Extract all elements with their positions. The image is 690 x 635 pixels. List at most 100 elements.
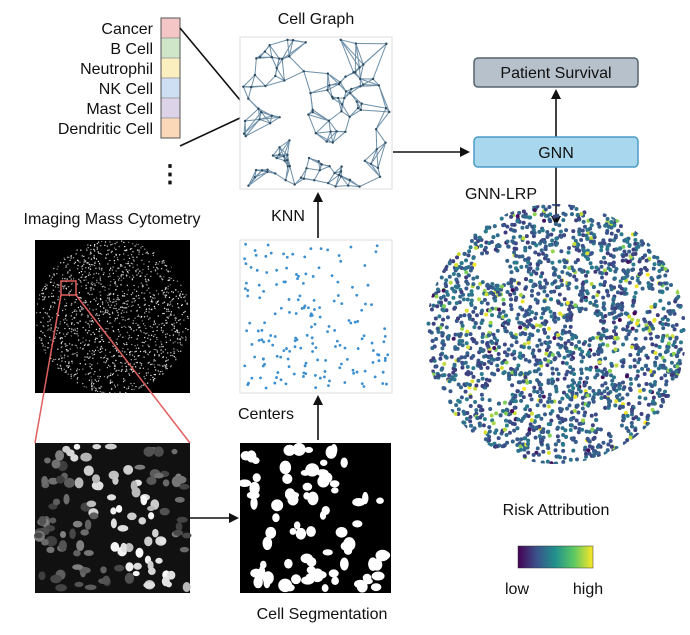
risk-cell [543, 240, 547, 244]
center-point [248, 322, 251, 325]
imc-cell [146, 290, 147, 291]
imc-cell [66, 288, 67, 289]
risk-cell [621, 415, 625, 419]
imc-cell [79, 261, 80, 262]
imc-cell [152, 253, 153, 254]
segmented-cell [331, 487, 339, 493]
nucleus [73, 550, 80, 556]
risk-cell [517, 321, 521, 325]
imc-cell [92, 309, 93, 310]
risk-cell [619, 291, 623, 295]
risk-cell [636, 369, 640, 373]
imc-cell [68, 365, 69, 366]
center-point [383, 327, 386, 330]
imc-cell [132, 298, 133, 299]
graph-node [289, 165, 291, 167]
risk-cell [532, 459, 536, 463]
risk-cell [546, 378, 550, 382]
imc-cell [72, 283, 73, 284]
imc-cell [75, 253, 76, 254]
imc-cell [94, 250, 95, 251]
graph-node [385, 43, 387, 45]
imc-cell [148, 279, 149, 280]
imc-cell [154, 297, 155, 298]
risk-cell [488, 407, 492, 411]
risk-cell [448, 275, 452, 279]
risk-cell [504, 419, 508, 423]
risk-cell [516, 313, 520, 317]
imc-cell [107, 321, 108, 322]
risk-cell [573, 409, 577, 413]
center-point [326, 330, 329, 333]
cell-graph-title: Cell Graph [278, 11, 354, 28]
risk-cell [430, 308, 434, 312]
imc-cell [161, 268, 162, 269]
imc-cell [53, 306, 54, 307]
nucleus [144, 447, 155, 457]
imc-cell [145, 304, 146, 305]
risk-cell [512, 350, 516, 354]
risk-cell [649, 305, 653, 309]
risk-cell [434, 317, 438, 321]
imc-cell [53, 285, 54, 286]
imc-cell [121, 316, 122, 317]
risk-cell [656, 391, 660, 395]
imc-cell [148, 346, 149, 347]
imc-cell [91, 383, 92, 384]
imc-cell [83, 259, 84, 260]
risk-cell [466, 345, 470, 349]
segmented-cell [320, 460, 327, 466]
imc-cell [74, 328, 75, 329]
center-point [262, 290, 265, 293]
imc-cell [84, 359, 85, 360]
risk-cell [570, 342, 574, 346]
imc-cell [50, 305, 51, 306]
imc-cell [163, 293, 164, 294]
imc-cell [79, 309, 80, 310]
imc-cell [89, 350, 90, 351]
risk-cell [577, 387, 581, 391]
risk-cell [527, 268, 531, 272]
imc-cell [71, 376, 72, 377]
imc-cell [113, 373, 114, 374]
risk-cell [528, 332, 532, 336]
imc-cell [104, 357, 105, 358]
risk-cell [501, 298, 505, 302]
risk-cell [526, 442, 530, 446]
risk-cell [480, 321, 484, 325]
imc-cell [91, 318, 92, 319]
center-point [280, 307, 283, 310]
risk-cell [497, 352, 501, 356]
risk-cell [634, 329, 638, 333]
graph-node [283, 160, 285, 162]
risk-cell [667, 301, 671, 305]
imc-cell [154, 378, 155, 379]
imc-cell [114, 320, 115, 321]
risk-cell [480, 251, 484, 255]
risk-cell [532, 389, 536, 393]
imc-cell [121, 280, 122, 281]
risk-cell [552, 273, 556, 277]
risk-cell [470, 337, 474, 341]
risk-cell [494, 428, 498, 432]
risk-cell [496, 233, 500, 237]
nucleus [50, 575, 62, 584]
risk-cell [537, 252, 541, 256]
risk-cell [442, 387, 446, 391]
imc-cell [107, 367, 108, 368]
imc-cell [152, 297, 153, 298]
imc-cell [132, 243, 133, 244]
nucleus [117, 525, 128, 532]
risk-cell [605, 386, 609, 390]
risk-cell [674, 374, 678, 378]
risk-cell [439, 353, 443, 357]
imc-cell [95, 337, 96, 338]
imc-cell [153, 324, 154, 325]
risk-cell [493, 336, 497, 340]
risk-cell [548, 434, 552, 438]
imc-cell [48, 328, 49, 329]
risk-cell [602, 256, 606, 260]
center-point [372, 349, 375, 352]
imc-cell [127, 332, 128, 333]
risk-cell [616, 336, 620, 340]
